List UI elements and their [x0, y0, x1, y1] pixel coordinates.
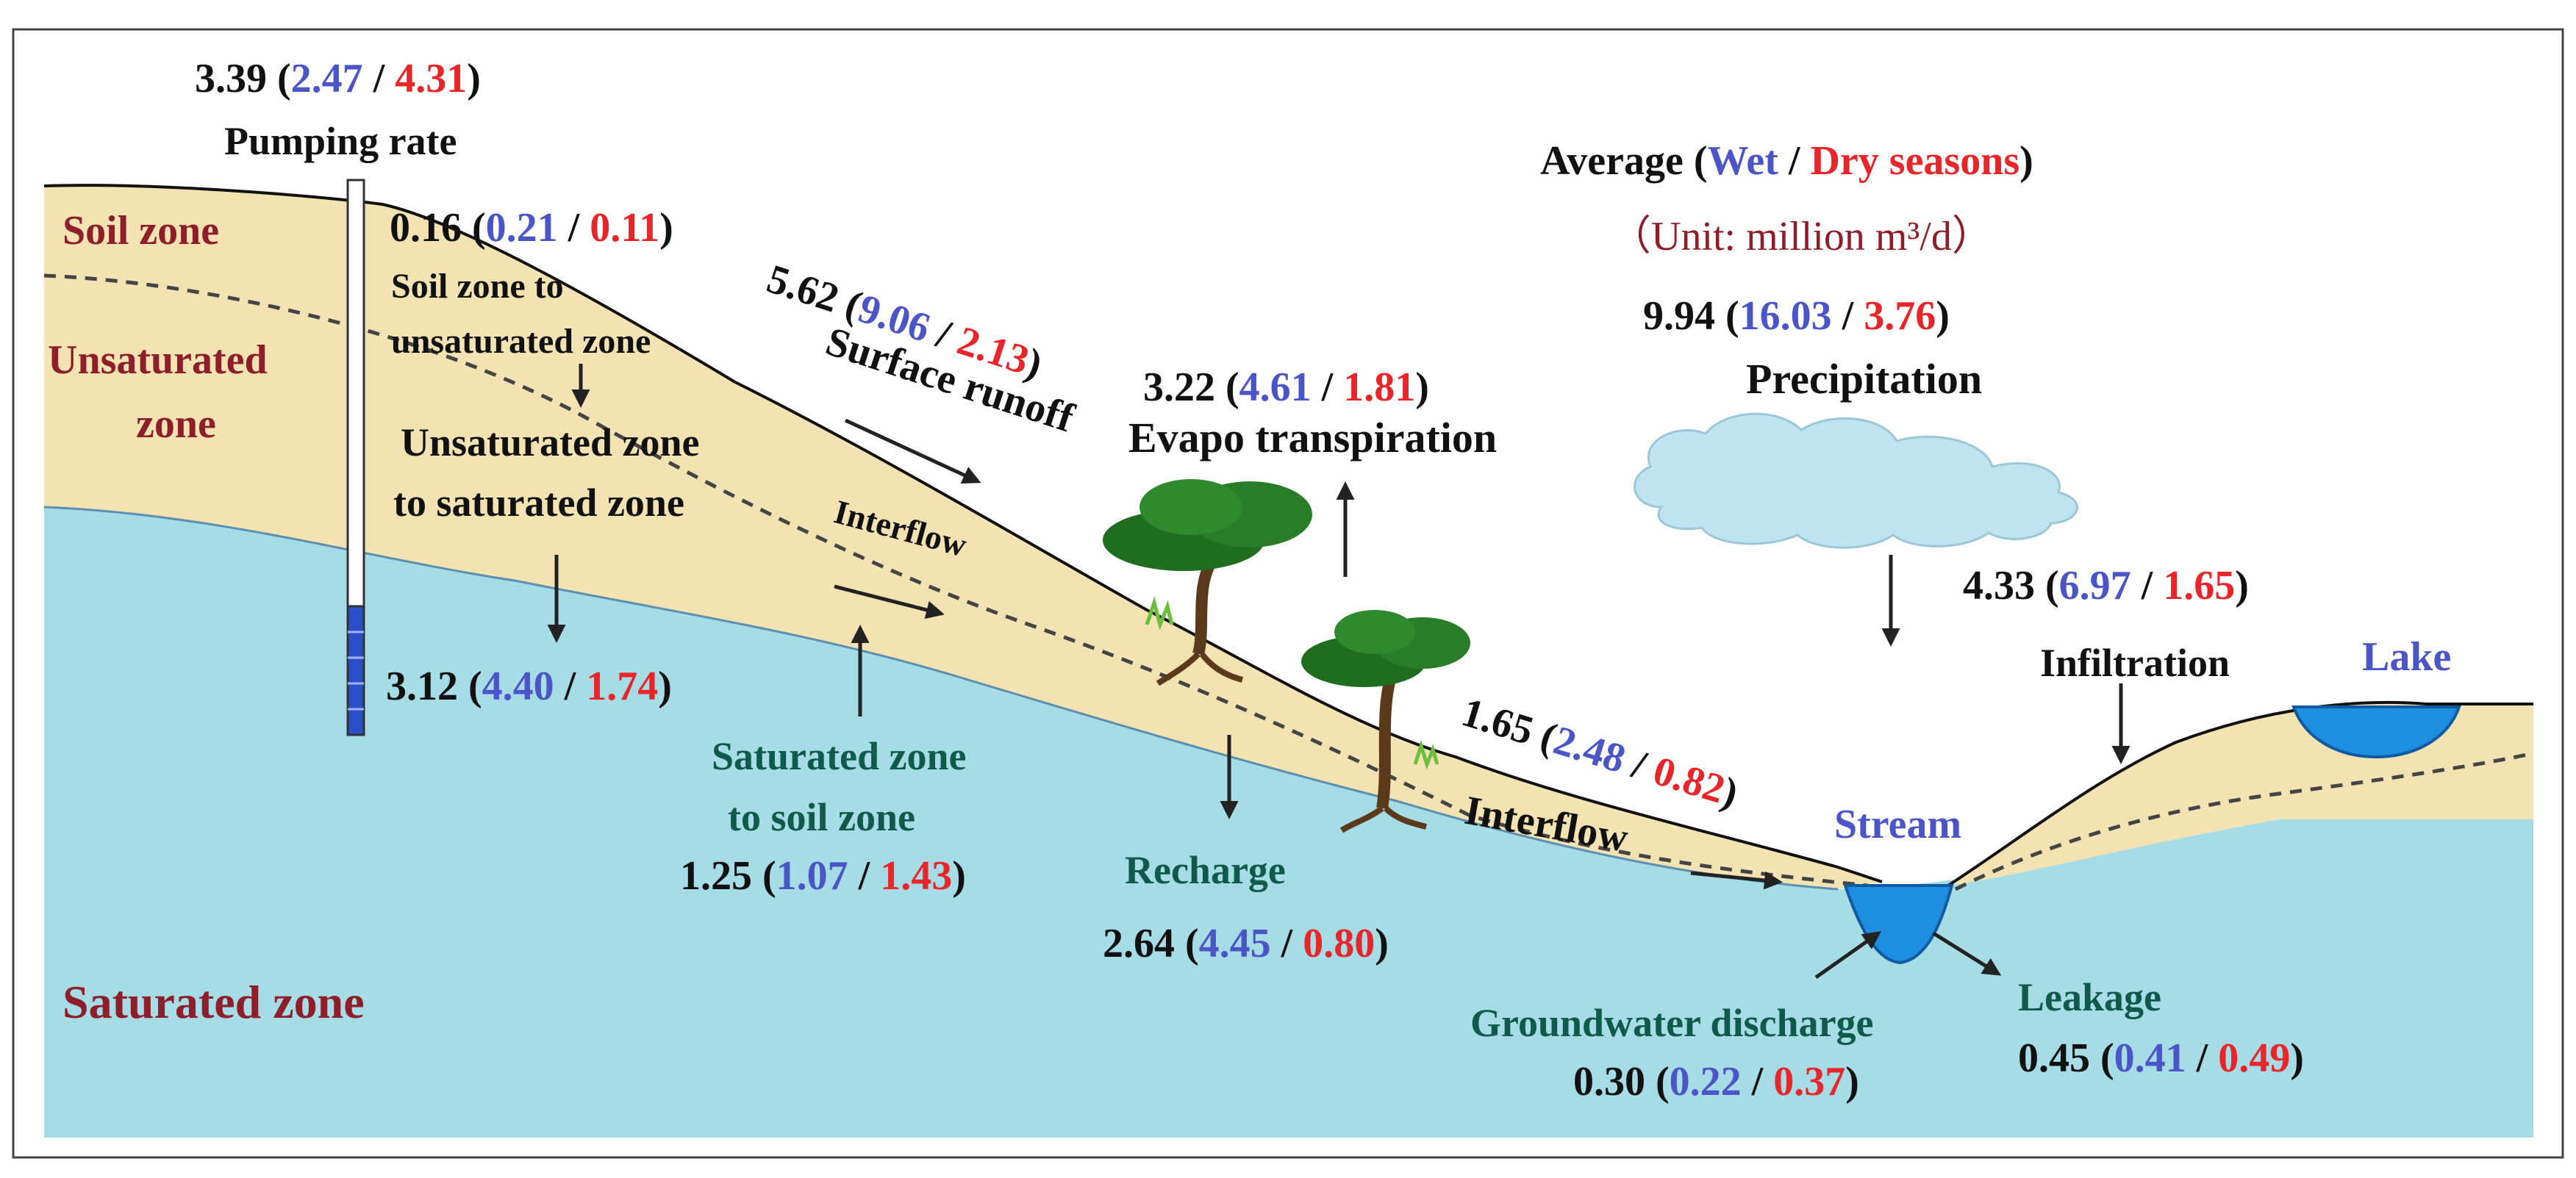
saturated-zone-label: Saturated zone [62, 976, 365, 1028]
land-surface-left [43, 184, 1883, 883]
soil-to-unsat-label-line2: unsaturated zone [391, 322, 651, 361]
soil-zone-label: Soil zone [62, 208, 219, 254]
unit-label: （Unit: million m³/d） [1610, 214, 1993, 259]
soil-boundary-dashed-left [43, 273, 1868, 888]
cloud [1634, 412, 2078, 549]
land-surface-right [1947, 700, 2533, 887]
evapotranspiration-label: Evapo transpiration [1128, 414, 1497, 461]
lake [2291, 705, 2461, 759]
unsaturated-zone-label: Unsaturated [48, 337, 268, 383]
legend-heading: Average (Wet / Dry seasons) [1540, 138, 2033, 184]
soil-to-unsat-label: Soil zone to [391, 267, 564, 306]
stream-channel [1843, 884, 1954, 965]
pumping-value: 3.39 (2.47 / 4.31) [195, 56, 481, 101]
soil-unsaturated-left [44, 185, 1882, 890]
groundwater-discharge-arrow [1814, 931, 1882, 980]
lake-label: Lake [2362, 634, 2451, 680]
saturated-zone [44, 507, 2533, 1138]
interflow-upper-arrow [834, 584, 945, 619]
tree-icon [1103, 479, 1312, 686]
recharge-value: 2.64 (4.45 / 0.80) [1103, 921, 1389, 966]
gw-discharge-value: 0.30 (0.22 / 0.37) [1573, 1059, 1859, 1105]
pumping-well [346, 179, 365, 736]
leakage-label: Leakage [2018, 975, 2161, 1019]
infiltration-value: 4.33 (6.97 / 1.65) [1963, 563, 2249, 608]
precipitation-value: 9.94 (16.03 / 3.76) [1643, 293, 1950, 339]
stream-label: Stream [1834, 802, 1961, 847]
image-border [12, 28, 2564, 1159]
unsat-to-sat-label-line2: to saturated zone [393, 481, 684, 525]
precipitation-label: Precipitation [1746, 355, 1982, 403]
unsat-to-sat-label: Unsaturated zone [401, 420, 699, 464]
sat-to-soil-label: Saturated zone [712, 734, 966, 778]
unsaturated-zone-label-line2: zone [136, 401, 216, 447]
soil-boundary-dashed-right [1954, 751, 2534, 891]
sat-to-soil-value: 1.25 (1.07 / 1.43) [680, 853, 966, 899]
soil-to-unsat-value: 0.16 (0.21 / 0.11) [390, 205, 673, 251]
tree-icon [1301, 610, 1470, 833]
gw-discharge-label: Groundwater discharge [1470, 1001, 1874, 1045]
interflow-lower-arrow [1690, 871, 1783, 890]
unsat-to-sat-value: 3.12 (4.40 / 1.74) [386, 664, 672, 709]
evapotranspiration-value: 3.22 (4.61 / 1.81) [1143, 364, 1429, 410]
leakage-arrow [1932, 931, 2002, 976]
leakage-value: 0.45 (0.41 / 0.49) [2018, 1035, 2304, 1081]
surface-runoff-arrow [844, 418, 981, 484]
infiltration-label: Infiltration [2040, 641, 2230, 685]
pumping-label: Pumping rate [224, 119, 457, 163]
recharge-label: Recharge [1125, 848, 1286, 892]
sat-to-soil-label-line2: to soil zone [728, 795, 915, 839]
